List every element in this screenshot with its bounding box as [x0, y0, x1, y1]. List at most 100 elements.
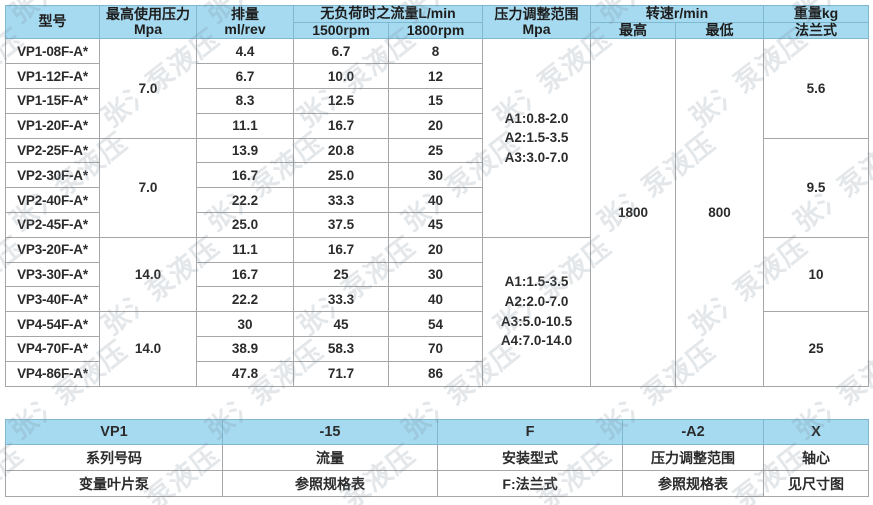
meaning-cell-2: 流量	[222, 444, 438, 471]
code-cell-3: F	[437, 419, 623, 445]
header-max-pressure-label: 最高使用压力	[106, 5, 190, 22]
model-code-table: VP1 -15 F -A2 X 系列号码 流量 安装型式 压力调整范围 轴心 变量叶片泵 参照规格表 F…	[5, 419, 869, 497]
cell-model: VP2-30F-A*	[5, 162, 100, 189]
table-row: VP4-70F-A* 38.9 58.3 70	[5, 335, 869, 362]
cell-flow-1800: 12	[388, 63, 483, 89]
cell-weight: 5.6	[763, 38, 870, 139]
cell-flow-1500: 6.7	[293, 38, 389, 65]
cell-displacement: 30	[196, 311, 294, 337]
header-noload-1800: 1800rpm	[388, 21, 483, 40]
cell-flow-1500: 16.7	[293, 112, 389, 139]
cell-model: VP3-20F-A*	[5, 236, 100, 263]
cell-flow-1800: 20	[388, 236, 483, 263]
cell-weight: 25	[763, 311, 870, 387]
table-row: VP1-20F-A* 11.1 16.7 20	[5, 112, 869, 139]
header-row-1: 型号 最高使用压力 Mpa 排量 ml/rev 无负荷时之流量L/min 压力调…	[5, 4, 870, 40]
header-max-pressure: 最高使用压力 Mpa	[99, 4, 197, 40]
header-speed-min: 最低	[674, 21, 765, 40]
table-row: VP3-30F-A* 16.7 25 30	[5, 261, 869, 288]
cell-displacement: 8.3	[196, 87, 294, 114]
detail-cell-3: F:法兰式	[437, 470, 623, 497]
header-displacement: 排量 ml/rev	[196, 4, 294, 40]
cell-flow-1500: 20.8	[293, 137, 389, 164]
cell-flow-1500: 45	[293, 311, 389, 337]
header-pressure-range-label: 压力调整范围	[494, 5, 579, 22]
code-cell-4: -A2	[622, 419, 764, 445]
cell-displacement: 47.8	[196, 360, 294, 387]
cell-flow-1800: 25	[388, 137, 483, 164]
model-detail-row: 变量叶片泵 参照规格表 F:法兰式 参照规格表 见尺寸图	[5, 470, 869, 497]
table-row: VP1-08F-A* 7.0 4.4 6.7 8 A1:0.8-2.0 A2:1.5-3.5…	[5, 38, 870, 387]
cell-weight: 10	[763, 236, 870, 313]
cell-pressure-range: A1:1.5-3.5 A2:2.0-7.0 A3:5.0-10.5 A4:7.0-14…	[482, 236, 591, 387]
cell-displacement: 22.2	[196, 187, 294, 213]
cell-flow-1800: 15	[388, 87, 483, 114]
table-row: VP1-15F-A* 8.3 12.5 15	[5, 87, 869, 114]
cell-model: VP1-15F-A*	[5, 87, 100, 114]
meaning-cell-3: 安装型式	[437, 444, 623, 471]
cell-displacement: 4.4	[196, 38, 294, 65]
cell-flow-1800: 40	[388, 187, 483, 213]
header-model: 型号	[5, 4, 100, 40]
table-row: VP3-40F-A* 22.2 33.3 40	[5, 286, 869, 313]
meaning-cell-1: 系列号码	[5, 444, 223, 471]
cell-model: VP2-40F-A*	[5, 187, 100, 213]
cell-displacement: 13.9	[196, 137, 294, 164]
cell-weight: 9.5	[763, 137, 870, 238]
cell-flow-1500: 12.5	[293, 87, 389, 114]
cell-flow-1800: 86	[388, 360, 483, 387]
header-pressure-range-unit: Mpa	[522, 21, 551, 38]
table-row: VP2-40F-A* 22.2 33.3 40	[5, 187, 869, 213]
cell-max-pressure: 7.0	[99, 137, 197, 238]
spec-table-body: VP1-08F-A* 7.0 4.4 6.7 8 A1:0.8-2.0 A2:1.5-3.5…	[5, 38, 870, 387]
table-row: VP4-54F-A* 14.0 30 45 54 25	[5, 311, 870, 387]
header-displacement-unit: ml/rev	[224, 21, 266, 38]
cell-flow-1500: 71.7	[293, 360, 389, 387]
cell-model: VP4-86F-A*	[5, 360, 100, 387]
model-code-row: VP1 -15 F -A2 X	[5, 419, 869, 445]
detail-cell-4: 参照规格表	[622, 470, 764, 497]
cell-model: VP1-20F-A*	[5, 112, 100, 139]
code-cell-5: X	[763, 419, 869, 445]
cell-pressure-range: A1:0.8-2.0 A2:1.5-3.5 A3:3.0-7.0	[482, 38, 591, 238]
cell-flow-1500: 33.3	[293, 286, 389, 313]
header-speed: 转速r/min	[589, 5, 765, 23]
cell-flow-1500: 10.0	[293, 63, 389, 89]
cell-flow-1800: 54	[388, 311, 483, 337]
cell-flow-1500: 25.0	[293, 162, 389, 189]
table-row: VP2-30F-A* 16.7 25.0 30	[5, 162, 869, 189]
cell-model: VP2-45F-A*	[5, 211, 100, 238]
cell-displacement: 16.7	[196, 162, 294, 189]
cell-flow-1800: 45	[388, 211, 483, 238]
cell-flow-1800: 8	[388, 38, 483, 65]
spec-table: 型号 最高使用压力 Mpa 排量 ml/rev 无负荷时之流量L/min 压力调…	[5, 4, 870, 387]
cell-flow-1500: 16.7	[293, 236, 389, 263]
code-cell-1: VP1	[5, 419, 223, 445]
cell-model: VP1-08F-A*	[5, 38, 100, 65]
header-displacement-label: 排量	[231, 5, 259, 22]
cell-displacement: 16.7	[196, 261, 294, 288]
cell-speed-max: 1800	[590, 38, 676, 387]
cell-flow-1500: 37.5	[293, 211, 389, 238]
cell-flow-1800: 30	[388, 162, 483, 189]
detail-cell-2: 参照规格表	[222, 470, 438, 497]
detail-cell-1: 变量叶片泵	[5, 470, 223, 497]
cell-flow-1500: 58.3	[293, 335, 389, 362]
cell-displacement: 22.2	[196, 286, 294, 313]
cell-displacement: 11.1	[196, 236, 294, 263]
model-code-body: VP1 -15 F -A2 X 系列号码 流量 安装型式 压力调整范围 轴心 变量叶片泵 参照规格表 F…	[5, 419, 869, 497]
header-row-2: 1500rpm 1800rpm 最高 最低 法兰式	[6, 21, 870, 40]
cell-displacement: 38.9	[196, 335, 294, 362]
header-weight-type: 法兰式	[763, 21, 870, 40]
cell-flow-1500: 33.3	[293, 187, 389, 213]
cell-model: VP2-25F-A*	[5, 137, 100, 164]
cell-displacement: 11.1	[196, 112, 294, 139]
cell-flow-1500: 25	[293, 261, 389, 288]
spec-table-head: 型号 最高使用压力 Mpa 排量 ml/rev 无负荷时之流量L/min 压力调…	[5, 4, 870, 40]
model-meaning-row: 系列号码 流量 安装型式 压力调整范围 轴心	[5, 444, 869, 471]
cell-max-pressure: 14.0	[99, 311, 197, 387]
cell-model: VP4-70F-A*	[5, 335, 100, 362]
cell-model: VP3-40F-A*	[5, 286, 100, 313]
cell-model: VP3-30F-A*	[5, 261, 100, 288]
